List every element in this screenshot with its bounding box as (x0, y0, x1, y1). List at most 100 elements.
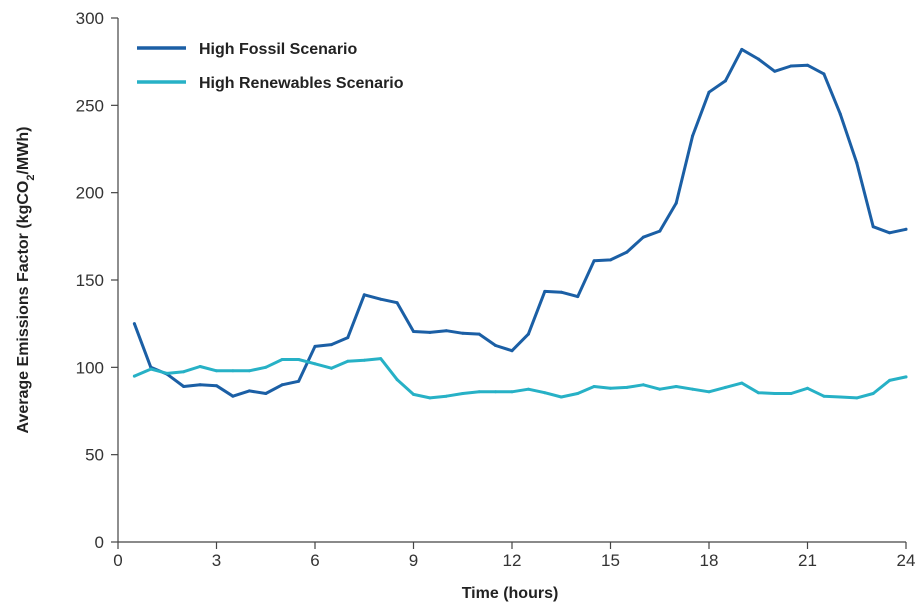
data-point (740, 47, 744, 51)
data-point (773, 69, 777, 73)
x-tick-label: 6 (310, 551, 319, 570)
data-point (740, 381, 744, 385)
data-point (264, 365, 268, 369)
data-point (576, 392, 580, 395)
data-point (789, 392, 793, 395)
data-point (855, 396, 859, 400)
y-axis: 0 50 100 150 200 250 300 (76, 9, 119, 552)
y-ticks: 0 50 100 150 200 250 300 (76, 9, 118, 552)
data-point (297, 379, 301, 383)
data-point (904, 375, 908, 379)
data-point (641, 383, 645, 387)
x-tick-label: 18 (700, 551, 719, 570)
y-tick-label: 200 (76, 184, 104, 203)
data-point (395, 301, 399, 305)
data-point (838, 112, 842, 116)
data-point (526, 332, 530, 336)
y-tick-label: 50 (85, 446, 104, 465)
data-point (723, 385, 727, 389)
data-point (379, 357, 383, 361)
data-point (625, 385, 629, 389)
data-point (247, 389, 251, 393)
data-point (756, 391, 760, 395)
data-point (625, 250, 629, 254)
data-point (888, 231, 892, 235)
x-tick-label: 0 (113, 551, 122, 570)
data-point (855, 161, 859, 165)
data-point (444, 394, 448, 398)
data-point (444, 329, 448, 333)
y-tick-label: 150 (76, 271, 104, 290)
x-tick-label: 12 (503, 551, 522, 570)
x-ticks: 0 3 6 9 12 15 18 21 24 (113, 542, 915, 570)
data-point (313, 344, 317, 348)
data-point (756, 57, 760, 61)
data-point (609, 386, 612, 390)
data-point (379, 297, 383, 301)
x-tick-label: 15 (601, 551, 620, 570)
series-line-2 (132, 357, 908, 400)
data-point (215, 369, 218, 373)
data-point (182, 385, 186, 388)
data-point (494, 390, 498, 394)
data-point (198, 383, 202, 387)
data-point (346, 336, 350, 340)
data-point (789, 64, 793, 68)
x-tick-label: 21 (798, 551, 817, 570)
data-point (691, 134, 695, 138)
series-line-1 (132, 47, 908, 398)
data-point (477, 390, 481, 394)
data-point (346, 359, 350, 363)
data-point (313, 362, 317, 366)
data-point (510, 349, 514, 353)
data-point (806, 386, 809, 390)
data-point (494, 344, 498, 347)
data-point (428, 396, 432, 400)
data-point (806, 63, 809, 67)
data-point (838, 395, 842, 399)
data-point (871, 392, 875, 395)
data-point (215, 384, 218, 388)
data-point (280, 383, 284, 387)
data-point (723, 79, 727, 83)
data-point (822, 394, 826, 398)
legend: High Fossil Scenario High Renewables Scen… (137, 41, 404, 92)
data-point (707, 390, 711, 394)
data-point (658, 229, 662, 233)
data-point (132, 322, 136, 326)
data-point (592, 385, 596, 388)
x-tick-label: 3 (212, 551, 221, 570)
y-axis-title-main: Average Emissions Factor (kgCO (15, 181, 32, 434)
data-point (395, 378, 399, 382)
data-point (428, 330, 432, 334)
y-tick-label: 300 (76, 9, 104, 28)
data-point (543, 391, 547, 395)
data-point (658, 387, 662, 391)
data-point (691, 387, 695, 391)
y-axis-title: Average Emissions Factor (kgCO2/MWh) (15, 127, 37, 434)
data-point (559, 290, 563, 294)
x-axis: 0 3 6 9 12 15 18 21 24 (113, 541, 915, 570)
y-tick-label: 0 (95, 533, 104, 552)
data-point (329, 343, 333, 347)
data-point (773, 392, 777, 395)
data-point (674, 201, 678, 205)
y-axis-title-unit: /MWh) (15, 127, 32, 175)
legend-label-1: High Fossil Scenario (199, 41, 357, 58)
data-point (132, 374, 136, 378)
data-point (609, 258, 612, 262)
data-point (412, 330, 415, 333)
data-point (412, 392, 415, 396)
data-point (182, 370, 186, 374)
x-axis-title: Time (hours) (462, 585, 559, 602)
data-point (526, 387, 530, 391)
y-tick-label: 100 (76, 358, 104, 377)
data-point (888, 378, 892, 382)
data-point (461, 331, 465, 335)
data-point (543, 289, 547, 293)
data-point (674, 385, 678, 388)
data-point (871, 225, 875, 229)
x-tick-label: 24 (897, 551, 916, 570)
data-point (559, 395, 563, 399)
